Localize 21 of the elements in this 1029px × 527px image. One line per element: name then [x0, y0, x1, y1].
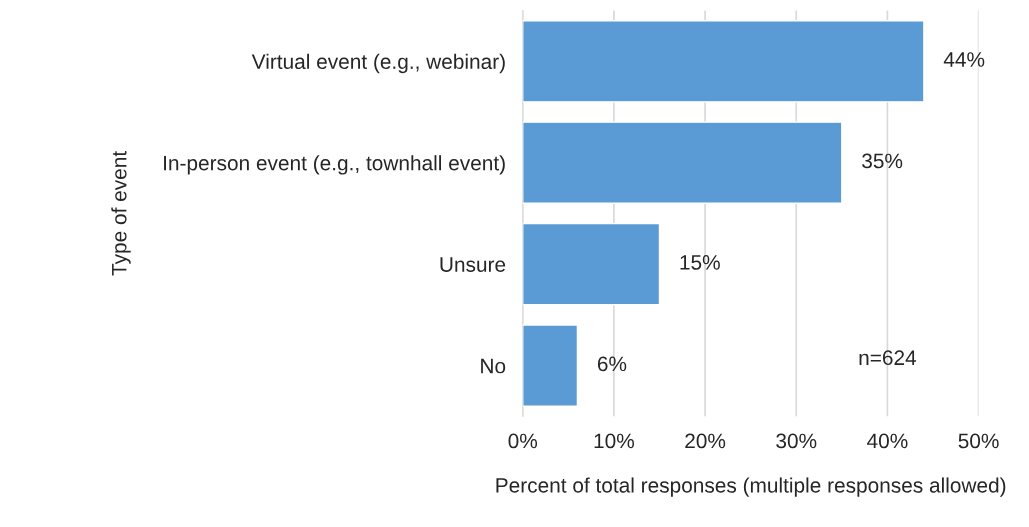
x-tick-label: 30% — [776, 433, 817, 449]
y-tick-label: Virtual event (e.g., webinar) — [251, 53, 505, 74]
y-axis-title: Type of event — [111, 151, 131, 276]
data-label: 44% — [943, 52, 985, 67]
x-tick-label: 10% — [594, 433, 635, 449]
x-tick-label: 0% — [508, 433, 538, 449]
data-label: 15% — [680, 255, 720, 270]
x-axis-title: Percent of total responses (multiple responses allowed) — [496, 477, 1006, 497]
bar — [522, 19, 925, 103]
x-tick-label: 50% — [958, 433, 999, 449]
x-tick-label: 40% — [867, 433, 908, 449]
y-tick-label: Unsure — [440, 257, 506, 272]
bar — [522, 121, 843, 204]
data-label: 6% — [597, 356, 627, 372]
bar — [522, 324, 579, 407]
annotation: n=624 — [859, 350, 917, 366]
x-tick-label: 20% — [685, 433, 726, 449]
data-label: 35% — [862, 153, 903, 169]
y-tick-label: No — [481, 358, 506, 374]
bar — [522, 222, 661, 306]
y-tick-label: In-person event (e.g., townhall event) — [164, 155, 505, 175]
